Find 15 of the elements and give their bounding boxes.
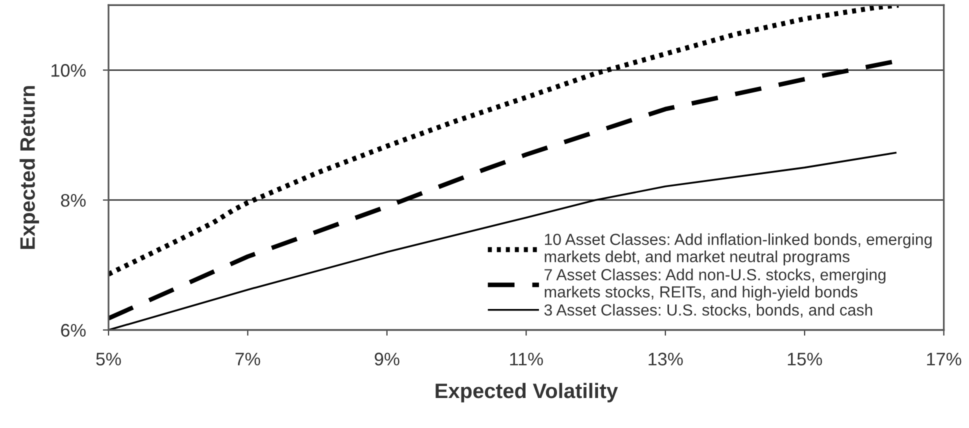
x-tick-label: 13% xyxy=(648,352,683,366)
legend-label: 3 Asset Classes: U.S. stocks, bonds, and cash xyxy=(544,304,872,318)
legend-label: 10 Asset Classes: Add inflation-linked bonds, emerging markets debt, and market neutral programs xyxy=(544,233,932,266)
x-tick-label: 7% xyxy=(236,352,260,366)
x-tick-label: 17% xyxy=(927,352,962,366)
x-tick-label: 11% xyxy=(510,352,543,366)
x-tick-label: 5% xyxy=(96,352,121,366)
x-tick-label: 15% xyxy=(788,352,822,366)
y-tick-label: 6% xyxy=(61,324,86,337)
y-axis-title: Expected Return xyxy=(20,86,40,249)
y-tick-label: 10% xyxy=(52,64,86,77)
legend-label: 7 Asset Classes: Add non-U.S. stocks, emerging markets stocks, REITs, and high-yield bonds xyxy=(544,268,886,301)
x-tick-label: 9% xyxy=(374,352,400,366)
y-tick-label: 8% xyxy=(60,194,86,207)
x-axis-title: Expected Volatility xyxy=(436,382,618,402)
